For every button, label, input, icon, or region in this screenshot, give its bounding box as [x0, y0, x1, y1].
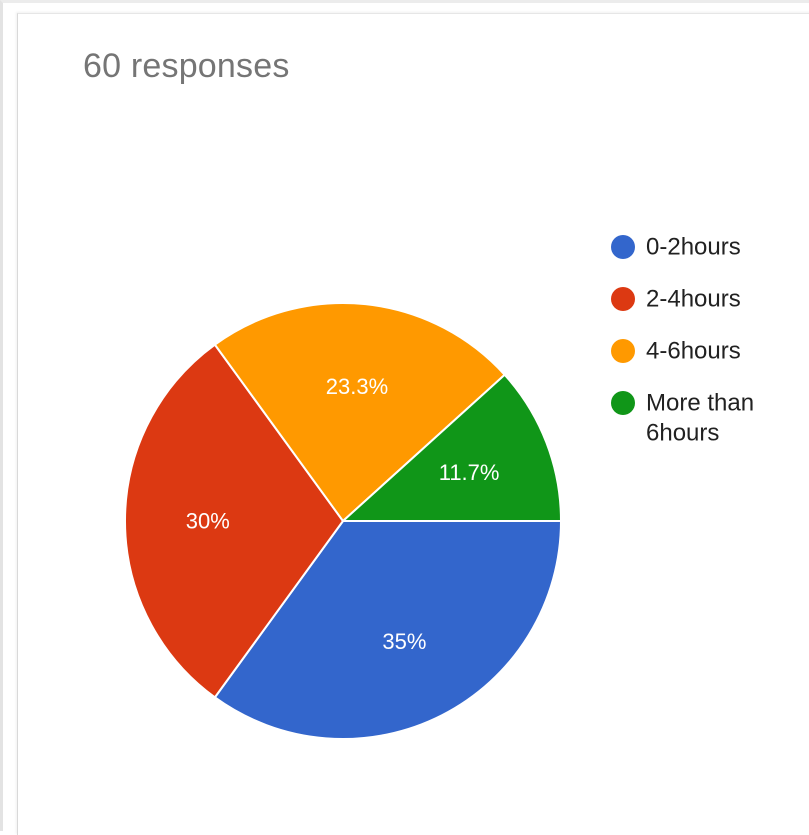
responses-count: 60 responses: [83, 47, 290, 85]
slice-label-0-2hours: 35%: [382, 629, 426, 654]
legend-label-2-4hours: 2-4hours: [646, 286, 741, 313]
legend-label-4-6hours: 4-6hours: [646, 338, 741, 365]
legend-item-4-6hours[interactable]: 4-6hours: [611, 338, 741, 365]
legend-label-0-2hours: 0-2hours: [646, 234, 741, 261]
slice-label-2-4hours: 30%: [186, 509, 230, 534]
pie-slice-4-6hours[interactable]: [213, 302, 506, 522]
legend-swatch-2-4hours: [611, 287, 635, 311]
pie-slice-2-4hours[interactable]: [123, 343, 344, 699]
legend-label-more-than-6hours-line-1: More than: [646, 390, 754, 417]
pie-chart: 35% 30% 23.3% 11.7% 0-2hours 2-4hours 4-6hours…: [123, 234, 754, 740]
legend: 0-2hours 2-4hours 4-6hours More than 6hours: [611, 234, 754, 447]
pie-labels: 35% 30% 23.3% 11.7%: [186, 374, 500, 654]
legend-swatch-more-than-6hours: [611, 391, 635, 415]
slice-label-4-6hours: 23.3%: [326, 374, 388, 399]
legend-swatch-0-2hours: [611, 235, 635, 259]
legend-item-2-4hours[interactable]: 2-4hours: [611, 286, 741, 313]
pie-slice-0-2hours[interactable]: [213, 520, 562, 740]
pie-slice-more-than-6hours[interactable]: [342, 373, 562, 522]
pie-slices: [123, 302, 562, 740]
legend-swatch-4-6hours: [611, 339, 635, 363]
legend-item-0-2hours[interactable]: 0-2hours: [611, 234, 741, 261]
legend-label-more-than-6hours-line-2: 6hours: [646, 420, 719, 447]
legend-item-more-than-6hours[interactable]: More than 6hours: [611, 390, 754, 447]
slice-label-more-than-6hours: 11.7%: [439, 460, 500, 485]
